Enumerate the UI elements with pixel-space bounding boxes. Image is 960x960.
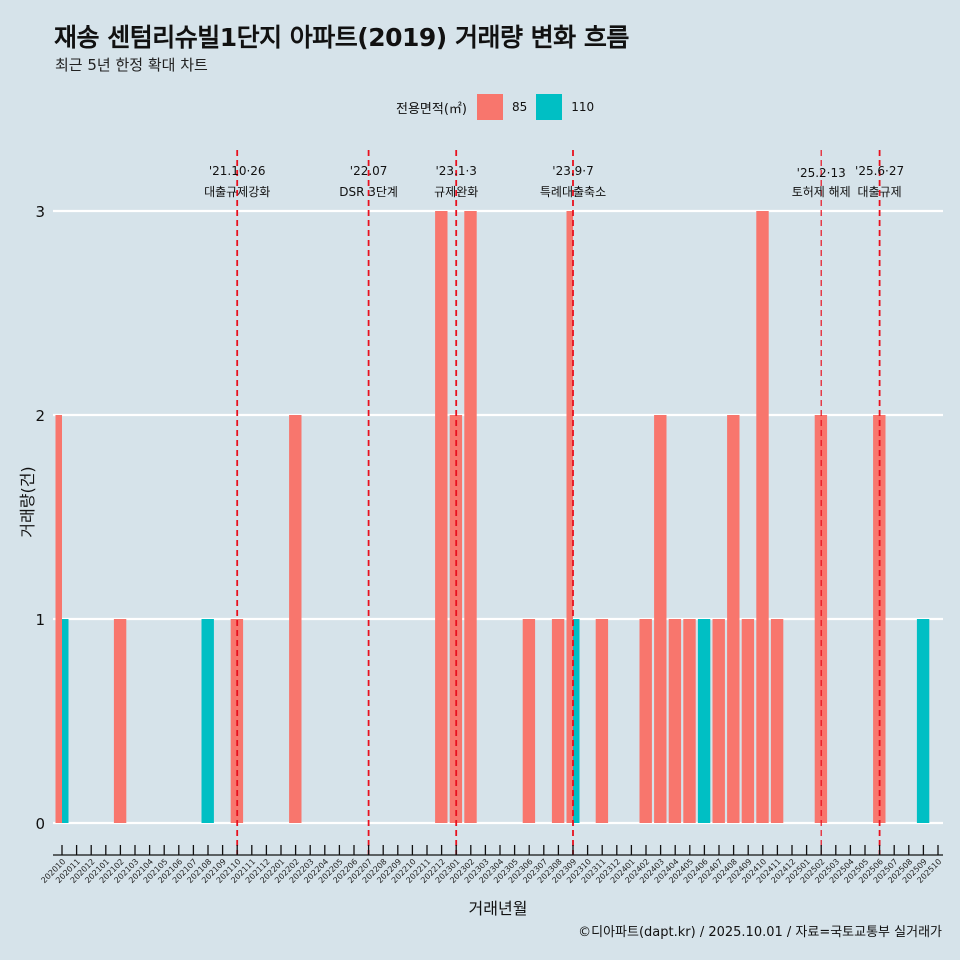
chart-subtitle: 최근 5년 한정 확대 차트 <box>55 56 208 74</box>
annotation-label: 대출규제강화 <box>204 185 270 199</box>
annotation-date: '21.10·26 <box>209 164 266 178</box>
bar-85-202309 <box>566 211 573 823</box>
bar-85-202407 <box>712 619 725 823</box>
y-axis-title: 거래량(건) <box>18 466 37 537</box>
bar-85-202102 <box>113 619 127 823</box>
annotation-date: '25.6·27 <box>855 164 904 178</box>
bar-110-202309 <box>573 619 580 823</box>
bar-85-202301 <box>449 415 463 823</box>
bar-85-202311 <box>595 619 609 823</box>
annotation-label: DSR 3단계 <box>339 185 398 199</box>
annotation-lines <box>236 150 881 855</box>
chart-title: 재송 센텀리슈빌1단지 아파트(2019) 거래량 변화 흐름 <box>54 23 629 52</box>
y-tick-label: 2 <box>35 407 45 425</box>
annotation-label: 대출규제 <box>858 185 902 199</box>
bar-85-202506 <box>873 415 886 823</box>
bar-85-202408 <box>727 415 740 823</box>
bar-85-202409 <box>741 619 755 823</box>
legend: 전용면적(㎡) 85 110 <box>396 94 603 120</box>
annotation-label: 규제완화 <box>434 185 478 199</box>
bar-110-202509 <box>916 619 930 823</box>
bar-110-202108 <box>201 619 214 823</box>
y-tick-label: 3 <box>35 203 45 221</box>
annotation-date: '23.9·7 <box>552 164 593 178</box>
bar-85-202308 <box>551 619 565 823</box>
bar-85-202306 <box>522 619 536 823</box>
legend-label-85: 85 <box>511 100 528 114</box>
annotation-date: '22.07 <box>350 164 388 178</box>
bar-85-202404 <box>668 619 682 823</box>
annotations: '21.10·26 대출규제강화 '22.07 DSR 3단계 '23.1·3 규제완화 '… <box>204 164 904 199</box>
legend-key-85 <box>476 94 503 120</box>
annotation-label: 특례대출축소 <box>540 185 606 199</box>
y-tick-label: 1 <box>35 611 45 629</box>
bar-85-202411 <box>770 619 784 823</box>
annotation-label: 토허제 해제 <box>792 185 851 199</box>
bar-110-202010 <box>62 619 69 823</box>
bar-85-202302 <box>464 211 477 823</box>
bar-85-202405 <box>683 619 696 823</box>
y-axis: 0 1 2 3 <box>35 203 45 833</box>
bar-85-202403 <box>654 415 667 823</box>
bar-85-202212 <box>435 211 448 823</box>
legend-label-110: 110 <box>571 100 595 114</box>
gridlines <box>53 209 943 825</box>
bar-85-202502 <box>814 415 828 823</box>
x-axis-title: 거래년월 <box>469 899 528 918</box>
legend-key-110 <box>536 94 563 120</box>
annotation-date: '23.1·3 <box>435 164 476 178</box>
bar-85-202410 <box>756 211 769 823</box>
x-axis: 2020102020112020122021012021022021032021… <box>39 845 943 885</box>
legend-title: 전용면적(㎡) <box>396 101 467 117</box>
source-caption: ©디아파트(dapt.kr) / 2025.10.01 / 자료=국토교통부 실… <box>578 925 942 940</box>
bar-110-202406 <box>697 619 711 823</box>
bar-85-202402 <box>639 619 652 823</box>
bars <box>55 211 930 823</box>
y-tick-label: 0 <box>35 815 45 833</box>
bar-85-202010 <box>55 415 62 823</box>
bar-85-202202 <box>289 415 302 823</box>
annotation-date: '25.2·13 <box>797 166 846 180</box>
